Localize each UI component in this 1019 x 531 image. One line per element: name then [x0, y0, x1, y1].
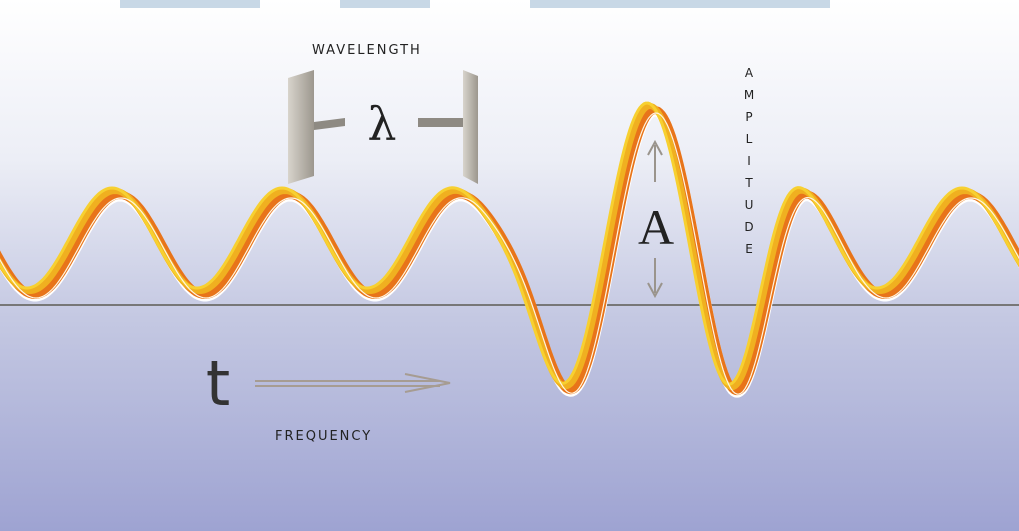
diagram: WAVELENGTH λ A t FREQUENCY AMPLITUDE	[0, 0, 1019, 531]
top-strip	[340, 0, 430, 8]
amplitude-label: AMPLITUDE	[742, 66, 756, 264]
lambda-symbol: λ	[367, 97, 396, 151]
bracket-panel	[288, 70, 314, 184]
bracket-arm	[418, 118, 463, 127]
bracket-panel	[463, 70, 478, 184]
background	[0, 0, 1019, 531]
frequency-label: FREQUENCY	[275, 429, 372, 444]
time-symbol: t	[206, 347, 230, 420]
top-strip	[120, 0, 260, 8]
top-strip	[530, 0, 830, 8]
amplitude-symbol: A	[638, 199, 674, 255]
wavelength-label: WAVELENGTH	[312, 43, 422, 58]
canvas: WAVELENGTH λ A t FREQUENCY	[0, 0, 1019, 531]
